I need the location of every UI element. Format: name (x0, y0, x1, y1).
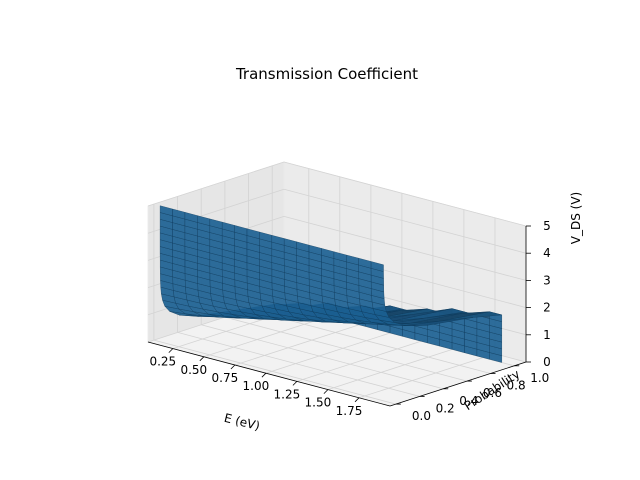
y-axis-line (389, 361, 527, 407)
surface (159, 205, 502, 363)
x-tick-mark (230, 364, 236, 370)
x-tick-mark (168, 348, 174, 353)
y-tick-label: 0.8 (507, 379, 526, 393)
x-tick-mark (261, 372, 267, 378)
chart-title: Transmission Coefficient (235, 65, 418, 83)
grid-line-y (224, 316, 468, 382)
x-tick-mark (354, 397, 360, 403)
grid-line-y (201, 324, 444, 390)
y-tick-label: 1.0 (530, 371, 549, 385)
grid-line-z (283, 216, 527, 281)
y-tick-label: 0.4 (459, 394, 478, 408)
x-axis-label: E (eV) (223, 411, 262, 433)
y-tick-label: 0.6 (483, 386, 502, 400)
grid-line-z (283, 161, 527, 227)
z-tick-label: 4 (543, 246, 551, 260)
x-tick-label: 1.00 (243, 379, 270, 393)
x-tick-label: 1.50 (305, 396, 332, 410)
y-tick-label: 0.2 (436, 401, 455, 415)
grid-line-x (234, 320, 372, 366)
x-tick-label: 0.50 (180, 363, 207, 377)
axis-spines (147, 226, 527, 407)
x-tick-mark (323, 389, 329, 394)
z-tick-label: 2 (543, 301, 551, 315)
y-tick-label: 0.0 (412, 409, 431, 423)
z-tick-label: 5 (543, 219, 551, 233)
x-axis-line (147, 341, 391, 407)
x-tick-label: 0.75 (212, 371, 239, 385)
tick-labels: 0.250.500.751.001.251.501.75 0.00.20.40.6… (149, 219, 550, 423)
x-tick-label: 1.75 (336, 404, 363, 418)
x-tick-label: 0.25 (149, 355, 176, 369)
z-tick-label: 3 (543, 273, 551, 287)
grid-line-x (296, 337, 434, 382)
grid-line-z (147, 161, 285, 207)
x-tick-mark (292, 381, 298, 386)
z-tick-label: 1 (543, 328, 551, 342)
grid-line-x (265, 328, 403, 374)
z-axis-label: V_DS (V) (569, 192, 583, 244)
grid-line-x (327, 345, 465, 390)
surface-patch (370, 261, 384, 272)
grid-line-x (358, 353, 496, 399)
x-tick-mark (199, 356, 205, 362)
grid-line-z (283, 188, 527, 254)
z-tick-label: 0 (543, 355, 551, 369)
grid-line-y (153, 339, 397, 405)
grid-line-y (177, 332, 420, 397)
x-tick-label: 1.25 (274, 387, 301, 401)
